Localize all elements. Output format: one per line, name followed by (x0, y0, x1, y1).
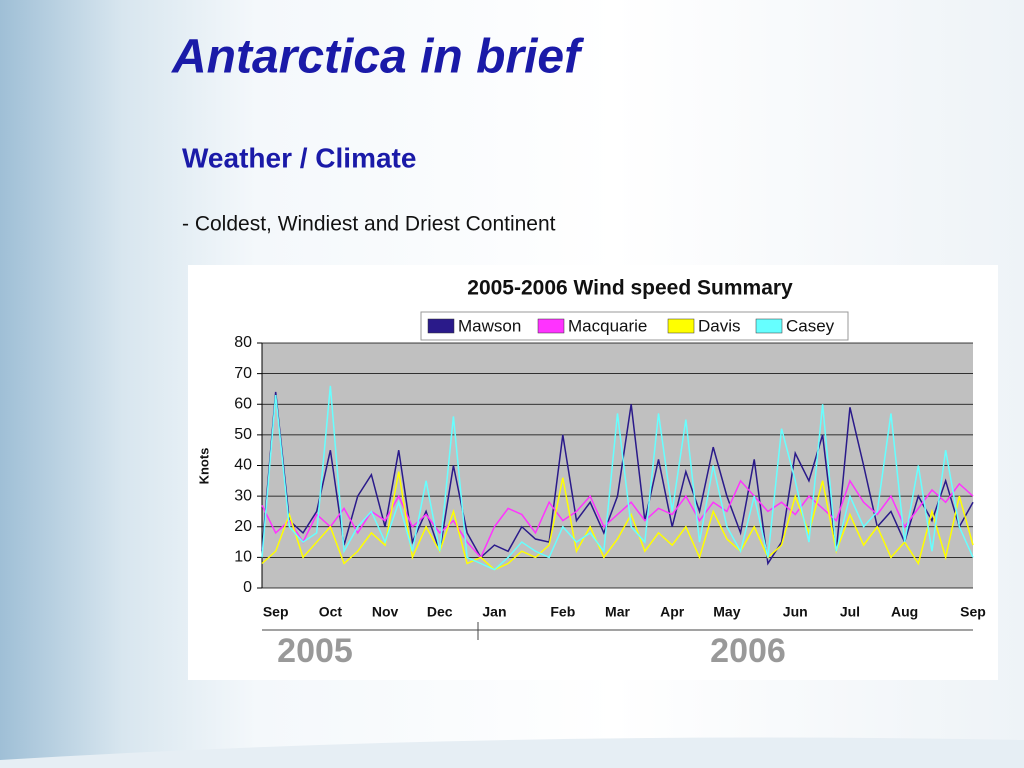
year-label: 2006 (710, 632, 786, 670)
x-tick-label: Dec (427, 604, 453, 620)
legend-label: Davis (698, 316, 741, 335)
x-tick-label: Aug (891, 604, 918, 620)
x-tick-label: Jun (783, 604, 808, 620)
x-tick-label: Nov (372, 604, 399, 620)
series-line (261, 479, 974, 559)
y-tick-label: 30 (234, 487, 252, 504)
y-tick-label: 70 (234, 365, 252, 382)
x-tick-label: Apr (660, 604, 685, 620)
y-axis-label: Knots (196, 448, 211, 485)
y-tick-label: 60 (234, 395, 252, 412)
slide-title: Antarctica in brief (171, 31, 584, 84)
y-tick-label: 50 (234, 426, 252, 443)
x-tick-label: Jul (840, 604, 860, 620)
x-tick-label: Mar (605, 604, 630, 620)
legend-swatch (667, 318, 695, 334)
legend-label: Mawson (458, 316, 521, 335)
x-tick-label: Oct (319, 604, 343, 620)
x-tick-label: Sep (960, 604, 986, 620)
x-tick-label: Feb (550, 604, 575, 620)
x-tick-label: May (713, 604, 740, 620)
year-label: 2005 (277, 632, 353, 670)
legend-swatch (537, 318, 565, 334)
y-tick-label: 10 (234, 549, 252, 566)
x-tick-label: Jan (482, 604, 506, 620)
legend-label: Casey (786, 316, 835, 335)
y-tick-label: 20 (234, 518, 252, 535)
legend-swatch (427, 318, 455, 334)
y-tick-label: 80 (234, 334, 252, 351)
heading: Weather / Climate (182, 142, 416, 173)
y-tick-label: 0 (243, 579, 252, 596)
series-line (261, 391, 974, 566)
y-tick-label: 40 (234, 457, 252, 474)
series-line (261, 471, 974, 571)
snow (0, 737, 1024, 768)
series-line (261, 385, 974, 571)
legend-label: Macquarie (568, 316, 647, 335)
chart-title: 2005-2006 Wind speed Summary (467, 277, 793, 300)
bullet: - Coldest, Windiest and Driest Continent (182, 213, 556, 236)
x-tick-label: Sep (263, 604, 289, 620)
legend-swatch (755, 318, 783, 334)
